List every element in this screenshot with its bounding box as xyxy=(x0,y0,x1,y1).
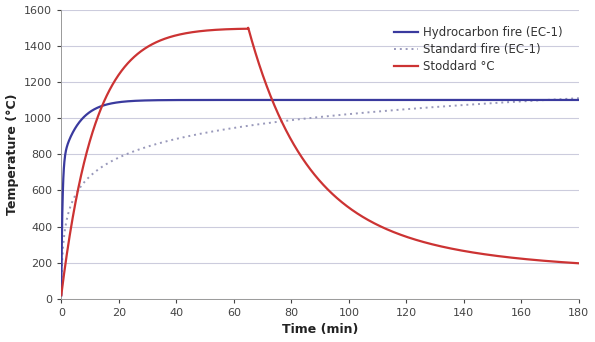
Stoddard °C xyxy=(465,250,472,254)
Hydrocarbon fire (EC-1) xyxy=(560,98,567,102)
Stoddard °C xyxy=(296,152,303,156)
Legend: Hydrocarbon fire (EC-1), Standard fire (EC-1), Stoddard °C: Hydrocarbon fire (EC-1), Standard fire (… xyxy=(389,21,568,78)
Standard fire (EC-1) xyxy=(84,176,91,181)
Line: Hydrocarbon fire (EC-1): Hydrocarbon fire (EC-1) xyxy=(61,100,579,295)
Stoddard °C xyxy=(575,261,583,265)
Stoddard °C xyxy=(560,260,568,264)
Y-axis label: Temperature (°C): Temperature (°C) xyxy=(5,93,18,215)
Hydrocarbon fire (EC-1) xyxy=(575,98,583,102)
X-axis label: Time (min): Time (min) xyxy=(282,324,358,337)
Line: Stoddard °C: Stoddard °C xyxy=(61,28,579,295)
Stoddard °C xyxy=(309,171,317,175)
Stoddard °C xyxy=(560,260,568,264)
Hydrocarbon fire (EC-1) xyxy=(309,98,317,102)
Standard fire (EC-1) xyxy=(560,97,568,101)
Stoddard °C xyxy=(84,147,91,151)
Hydrocarbon fire (EC-1) xyxy=(296,98,303,102)
Standard fire (EC-1) xyxy=(575,96,583,100)
Stoddard °C xyxy=(245,26,252,30)
Hydrocarbon fire (EC-1) xyxy=(560,98,568,102)
Hydrocarbon fire (EC-1) xyxy=(465,98,472,102)
Standard fire (EC-1) xyxy=(560,97,567,101)
Hydrocarbon fire (EC-1) xyxy=(84,111,91,116)
Hydrocarbon fire (EC-1) xyxy=(58,293,65,297)
Standard fire (EC-1) xyxy=(58,293,65,297)
Standard fire (EC-1) xyxy=(309,116,317,120)
Line: Standard fire (EC-1): Standard fire (EC-1) xyxy=(61,98,579,295)
Stoddard °C xyxy=(58,293,65,297)
Standard fire (EC-1) xyxy=(465,103,472,107)
Standard fire (EC-1) xyxy=(296,117,303,121)
